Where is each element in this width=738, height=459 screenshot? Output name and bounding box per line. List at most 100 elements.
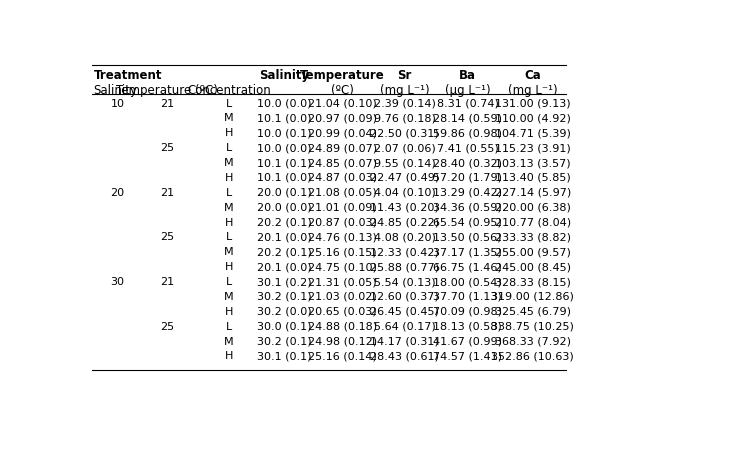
Text: 10.1 (0.0): 10.1 (0.0) (257, 113, 311, 123)
Text: 7.41 (0.55): 7.41 (0.55) (437, 143, 498, 153)
Text: Treatment: Treatment (94, 69, 162, 82)
Text: 30.2 (0.1): 30.2 (0.1) (257, 336, 311, 346)
Text: 25: 25 (160, 321, 174, 331)
Text: 110.00 (4.92): 110.00 (4.92) (494, 113, 570, 123)
Text: 20.2 (0.1): 20.2 (0.1) (257, 247, 311, 257)
Text: 20.2 (0.1): 20.2 (0.1) (257, 217, 311, 227)
Text: H: H (225, 351, 233, 361)
Text: Sr: Sr (397, 69, 412, 82)
Text: 30.1 (0.2): 30.1 (0.2) (257, 276, 311, 286)
Text: 57.20 (1.79): 57.20 (1.79) (433, 173, 502, 183)
Text: 113.40 (5.85): 113.40 (5.85) (494, 173, 570, 183)
Text: 28.43 (0.61): 28.43 (0.61) (370, 351, 439, 361)
Text: 20.65 (0.03): 20.65 (0.03) (308, 306, 376, 316)
Text: 9.76 (0.18): 9.76 (0.18) (373, 113, 435, 123)
Text: M: M (224, 158, 234, 168)
Text: (mg L⁻¹): (mg L⁻¹) (380, 84, 430, 97)
Text: Ca: Ca (524, 69, 541, 82)
Text: H: H (225, 217, 233, 227)
Text: 24.87 (0.03): 24.87 (0.03) (308, 173, 376, 183)
Text: Ba: Ba (459, 69, 476, 82)
Text: 25.16 (0.14): 25.16 (0.14) (308, 351, 376, 361)
Text: M: M (224, 291, 234, 301)
Text: 28.14 (0.59): 28.14 (0.59) (433, 113, 502, 123)
Text: 24.75 (0.10): 24.75 (0.10) (308, 262, 376, 272)
Text: 20.1 (0.0): 20.1 (0.0) (257, 262, 311, 272)
Text: L: L (226, 98, 232, 108)
Text: 8.31 (0.74): 8.31 (0.74) (436, 98, 498, 108)
Text: 10.0 (0.1): 10.0 (0.1) (257, 128, 311, 138)
Text: Temperature (ºC): Temperature (ºC) (117, 84, 218, 97)
Text: 255.00 (9.57): 255.00 (9.57) (494, 247, 570, 257)
Text: 368.33 (7.92): 368.33 (7.92) (494, 336, 570, 346)
Text: 41.67 (0.99): 41.67 (0.99) (433, 336, 502, 346)
Text: Salinity: Salinity (94, 84, 137, 97)
Text: L: L (226, 276, 232, 286)
Text: 20.0 (0.1): 20.0 (0.1) (257, 187, 311, 197)
Text: 70.09 (0.98): 70.09 (0.98) (433, 306, 502, 316)
Text: L: L (226, 321, 232, 331)
Text: 325.45 (6.79): 325.45 (6.79) (494, 306, 570, 316)
Text: 65.54 (0.95): 65.54 (0.95) (433, 217, 502, 227)
Text: 4.04 (0.10): 4.04 (0.10) (373, 187, 435, 197)
Text: 24.88 (0.18): 24.88 (0.18) (308, 321, 377, 331)
Text: 20.0 (0.0): 20.0 (0.0) (257, 202, 311, 212)
Text: L: L (226, 187, 232, 197)
Text: 20.99 (0.04): 20.99 (0.04) (308, 128, 376, 138)
Text: 24.85 (0.07): 24.85 (0.07) (308, 158, 376, 168)
Text: 20.97 (0.09): 20.97 (0.09) (308, 113, 376, 123)
Text: 21.03 (0.02): 21.03 (0.02) (308, 291, 376, 301)
Text: 4.08 (0.20): 4.08 (0.20) (373, 232, 435, 242)
Text: Concentration: Concentration (187, 84, 271, 97)
Text: H: H (225, 306, 233, 316)
Text: (ºC): (ºC) (331, 84, 354, 97)
Text: 12.60 (0.37): 12.60 (0.37) (370, 291, 439, 301)
Text: 25: 25 (160, 143, 174, 153)
Text: 18.00 (0.54): 18.00 (0.54) (433, 276, 502, 286)
Text: 13.50 (0.56): 13.50 (0.56) (433, 232, 502, 242)
Text: 210.77 (8.04): 210.77 (8.04) (494, 217, 570, 227)
Text: 9.55 (0.14): 9.55 (0.14) (373, 158, 435, 168)
Text: 12.33 (0.42): 12.33 (0.42) (370, 247, 439, 257)
Text: 20.1 (0.0): 20.1 (0.0) (257, 232, 311, 242)
Text: 233.33 (8.82): 233.33 (8.82) (494, 232, 570, 242)
Text: H: H (225, 262, 233, 272)
Text: 37.17 (1.35): 37.17 (1.35) (433, 247, 502, 257)
Text: 338.75 (10.25): 338.75 (10.25) (492, 321, 574, 331)
Text: 25.16 (0.15): 25.16 (0.15) (308, 247, 376, 257)
Text: 5.64 (0.17): 5.64 (0.17) (373, 321, 435, 331)
Text: 37.70 (1.13): 37.70 (1.13) (433, 291, 502, 301)
Text: 21.04 (0.10): 21.04 (0.10) (308, 98, 376, 108)
Text: 10.1 (0.0): 10.1 (0.0) (257, 173, 311, 183)
Text: H: H (225, 128, 233, 138)
Text: (μg L⁻¹): (μg L⁻¹) (444, 84, 490, 97)
Text: 10: 10 (111, 98, 125, 108)
Text: 25: 25 (160, 232, 174, 242)
Text: 227.14 (5.97): 227.14 (5.97) (494, 187, 570, 197)
Text: 24.89 (0.07): 24.89 (0.07) (308, 143, 377, 153)
Text: 115.23 (3.91): 115.23 (3.91) (494, 143, 570, 153)
Text: 2.39 (0.14): 2.39 (0.14) (373, 98, 435, 108)
Text: 352.86 (10.63): 352.86 (10.63) (492, 351, 574, 361)
Text: 21.31 (0.05): 21.31 (0.05) (308, 276, 376, 286)
Text: 21: 21 (160, 276, 174, 286)
Text: 20: 20 (111, 187, 125, 197)
Text: 10.0 (0.0): 10.0 (0.0) (257, 143, 311, 153)
Text: 24.85 (0.22): 24.85 (0.22) (370, 217, 439, 227)
Text: 34.36 (0.59): 34.36 (0.59) (433, 202, 502, 212)
Text: 26.45 (0.45): 26.45 (0.45) (370, 306, 439, 316)
Text: 30.2 (0.1): 30.2 (0.1) (257, 291, 311, 301)
Text: 131.00 (9.13): 131.00 (9.13) (495, 98, 570, 108)
Text: M: M (224, 113, 234, 123)
Text: 13.29 (0.42): 13.29 (0.42) (433, 187, 502, 197)
Text: 22.47 (0.49): 22.47 (0.49) (370, 173, 439, 183)
Text: 18.13 (0.58): 18.13 (0.58) (433, 321, 502, 331)
Text: Salinity: Salinity (259, 69, 309, 82)
Text: 30.2 (0.0): 30.2 (0.0) (257, 306, 311, 316)
Text: 104.71 (5.39): 104.71 (5.39) (494, 128, 570, 138)
Text: 59.86 (0.98): 59.86 (0.98) (433, 128, 502, 138)
Text: 245.00 (8.45): 245.00 (8.45) (494, 262, 570, 272)
Text: 30.1 (0.1): 30.1 (0.1) (257, 351, 311, 361)
Text: 30.0 (0.1): 30.0 (0.1) (257, 321, 311, 331)
Text: (mg L⁻¹): (mg L⁻¹) (508, 84, 557, 97)
